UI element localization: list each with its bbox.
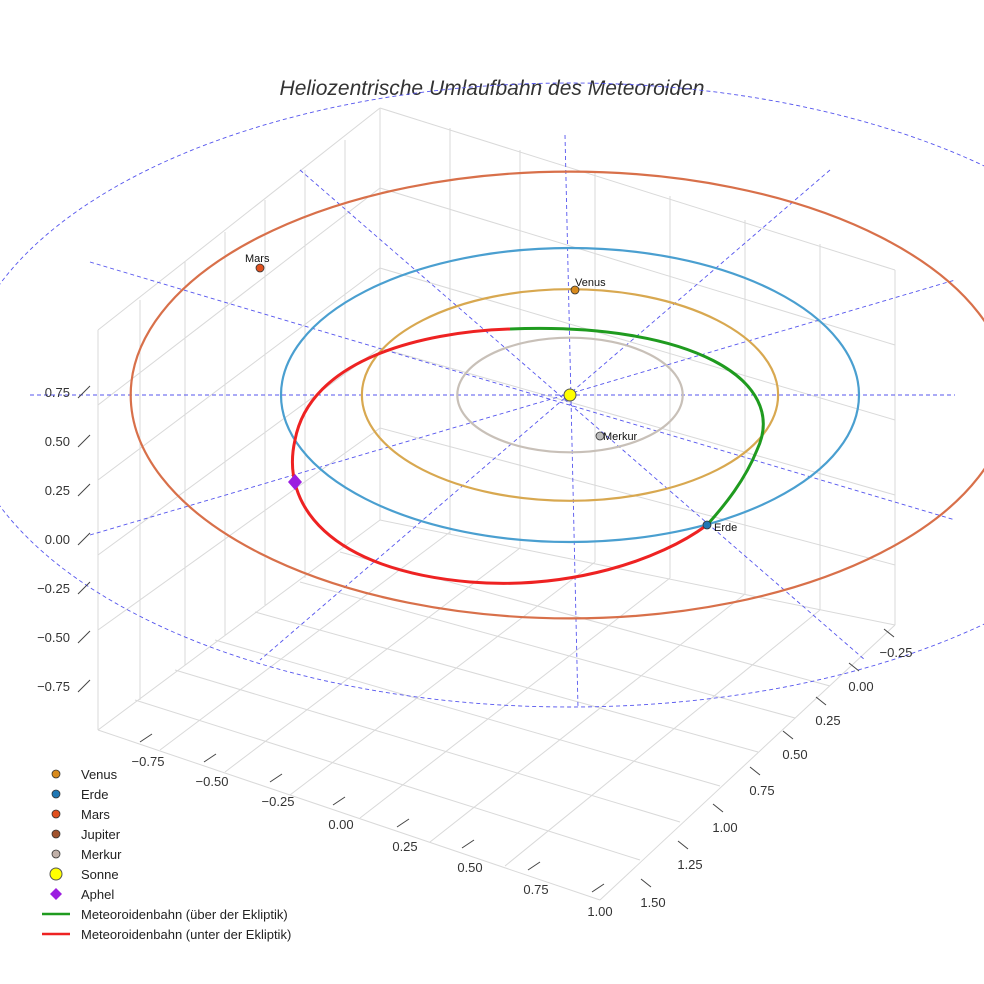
z-tick-label: −0.25	[37, 581, 70, 596]
x-tick-label: −0.50	[196, 774, 229, 789]
x-tick-mark	[332, 796, 346, 806]
z-tick-mark	[77, 483, 91, 497]
legend-label: Aphel	[81, 887, 114, 902]
legend-item-erde[interactable]: Erde	[51, 787, 108, 802]
x-tick-mark	[269, 773, 283, 783]
legend-item-above[interactable]: Meteoroidenbahn (über der Ekliptik)	[42, 907, 288, 922]
x-tick-label: −0.75	[132, 754, 165, 769]
x-tick-label: −0.25	[262, 794, 295, 809]
legend-marker	[51, 829, 61, 839]
erde-marker	[702, 520, 712, 530]
z-tick-mark	[77, 630, 91, 644]
venus-label: Venus	[575, 277, 606, 289]
aphel-marker	[288, 474, 302, 490]
z-tick-label: 0.25	[45, 483, 70, 498]
legend-marker	[51, 769, 61, 779]
legend-item-sonne[interactable]: Sonne	[49, 867, 119, 882]
legend: Venus Erde Mars Jupiter Merkur Sonne Aphel Mete…	[42, 767, 291, 942]
legend-label: Erde	[81, 787, 108, 802]
x-tick-mark	[139, 733, 153, 743]
legend-label: Sonne	[81, 867, 119, 882]
y-tick-mark	[712, 803, 724, 813]
z-tick-mark	[77, 581, 91, 595]
y-tick-mark	[782, 730, 794, 740]
x-tick-mark	[591, 883, 605, 893]
y-tick-label: 0.00	[848, 679, 873, 694]
x-tick-label: 0.25	[392, 839, 417, 854]
x-tick-label: 0.50	[457, 860, 482, 875]
erde-orbit	[279, 246, 861, 544]
legend-label: Meteoroidenbahn (unter der Ekliptik)	[81, 927, 291, 942]
x-tick-label: 0.00	[328, 817, 353, 832]
x-tick-mark	[203, 753, 217, 763]
x-tick-label: 0.75	[523, 882, 548, 897]
legend-marker	[51, 809, 61, 819]
legend-item-mars[interactable]: Mars	[51, 807, 110, 822]
x-tick-mark	[527, 861, 541, 871]
y-tick-mark	[883, 628, 895, 638]
z-tick-label: 0.50	[45, 434, 70, 449]
chart-title: Heliozentrische Umlaufbahn des Meteoroid…	[280, 77, 705, 100]
sonne-marker	[563, 388, 577, 402]
merkur-orbit	[456, 336, 684, 454]
y-tick-label: 0.25	[815, 713, 840, 728]
x-tick-mark	[396, 818, 410, 828]
z-tick-label: −0.75	[37, 679, 70, 694]
legend-item-aphel[interactable]: Aphel	[50, 887, 114, 902]
mars-label: Mars	[245, 253, 270, 265]
z-tick-mark	[77, 385, 91, 399]
x-tick-label: 1.00	[587, 904, 612, 919]
z-tick-mark	[77, 679, 91, 693]
y-tick-label: 1.25	[677, 857, 702, 872]
legend-label: Jupiter	[81, 827, 121, 842]
legend-label: Meteoroidenbahn (über der Ekliptik)	[81, 907, 288, 922]
legend-item-jupiter[interactable]: Jupiter	[51, 827, 121, 842]
meteoroid-orbit-below	[290, 327, 708, 585]
y-tick-mark	[640, 878, 652, 888]
y-tick-mark	[815, 696, 827, 706]
legend-marker	[51, 789, 61, 799]
y-tick-mark	[749, 766, 761, 776]
legend-item-merkur[interactable]: Merkur	[51, 847, 122, 862]
legend-marker	[51, 849, 61, 859]
meteoroid-orbit-above	[509, 326, 765, 527]
merkur-marker	[595, 431, 605, 441]
mars-orbit	[129, 170, 984, 620]
z-tick-label: 0.00	[45, 532, 70, 547]
z-tick-mark	[77, 434, 91, 448]
merkur-label: Merkur	[603, 431, 638, 443]
venus-marker	[570, 285, 580, 295]
y-tick-label: −0.25	[880, 645, 913, 660]
erde-label: Erde	[714, 522, 737, 534]
legend-label: Mars	[81, 807, 110, 822]
venus-orbit	[360, 288, 780, 502]
x-tick-mark	[461, 839, 475, 849]
legend-label: Venus	[81, 767, 118, 782]
mars-marker	[255, 263, 265, 273]
y-tick-label: 1.50	[640, 895, 665, 910]
legend-item-below[interactable]: Meteoroidenbahn (unter der Ekliptik)	[42, 927, 291, 942]
legend-marker	[49, 867, 63, 881]
y-tick-label: 1.00	[712, 820, 737, 835]
y-tick-label: 0.50	[782, 747, 807, 762]
y-tick-mark	[677, 840, 689, 850]
z-tick-label: 0.75	[45, 385, 70, 400]
z-tick-label: −0.50	[37, 630, 70, 645]
legend-item-venus[interactable]: Venus	[51, 767, 118, 782]
z-tick-mark	[77, 532, 91, 546]
y-tick-mark	[848, 662, 860, 672]
y-tick-label: 0.75	[749, 783, 774, 798]
legend-label: Merkur	[81, 847, 122, 862]
legend-marker	[50, 888, 62, 900]
